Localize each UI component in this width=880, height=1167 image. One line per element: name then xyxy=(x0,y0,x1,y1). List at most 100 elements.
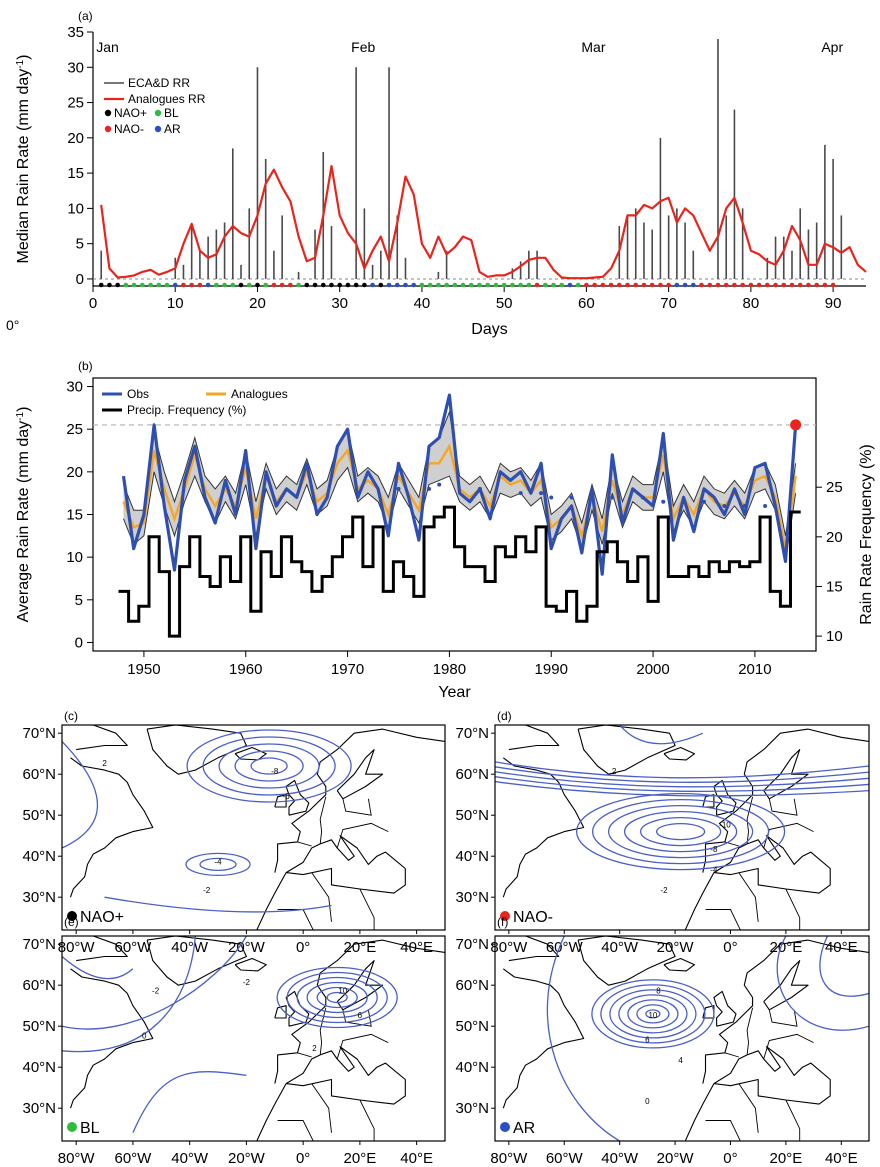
regime-dot xyxy=(452,282,458,288)
regime-dot xyxy=(707,282,713,288)
regime-dot xyxy=(312,282,318,288)
lat-label: 50°N xyxy=(455,807,489,824)
contour-line xyxy=(619,725,704,745)
contour-label: -4 xyxy=(710,866,718,875)
lat-label: 30°N xyxy=(22,1100,56,1117)
contour-line xyxy=(495,771,869,788)
contour-line xyxy=(607,804,754,859)
regime-dot xyxy=(575,282,581,288)
panel-a-ytick-label: 10 xyxy=(67,200,84,217)
analogue-rr-line xyxy=(100,165,867,280)
contour-line xyxy=(186,729,352,803)
contour-line xyxy=(185,852,251,877)
panel-b-xlabel: Year xyxy=(438,684,471,701)
coastline xyxy=(234,957,267,972)
panel-a-ylabel-main: Median Rain Rate (mm day xyxy=(15,69,32,264)
coastline xyxy=(146,936,247,986)
contour-line xyxy=(62,956,134,980)
panel-a-ytick-label: 35 xyxy=(67,24,84,41)
obs-trend-dot xyxy=(722,503,727,508)
contour-line xyxy=(316,986,358,1009)
regime-dot xyxy=(222,282,227,288)
coastline xyxy=(502,968,585,1109)
contour-label: 4 xyxy=(678,1056,683,1065)
panel-a-xtick-label: 90 xyxy=(825,295,842,312)
map-frame xyxy=(61,724,446,931)
panel-b-ytick-label: 5 xyxy=(75,592,83,609)
obs-trend-dot xyxy=(549,495,554,500)
lon-label: 80°W xyxy=(490,1150,528,1167)
regime-dot xyxy=(723,282,729,288)
panel-b: (b) 0 5 10 15 20 25 30 10 15 20 25 1950 1960 1970 1980 1… xyxy=(15,359,876,701)
panel-a-xtick-label: 0 xyxy=(89,295,97,312)
regime-dot xyxy=(296,282,301,288)
coastline xyxy=(502,757,585,898)
map-frame xyxy=(61,935,446,1142)
contour-label: 8 xyxy=(656,986,661,995)
legend-analogue-label: Analogues RR xyxy=(128,92,206,106)
coastline xyxy=(713,835,831,894)
obs-trend-dot xyxy=(396,486,401,491)
coastline xyxy=(763,960,809,1011)
obs-trend-dot xyxy=(518,491,523,496)
regime-dot xyxy=(419,282,425,288)
coastline xyxy=(274,1005,287,1019)
contour-line xyxy=(591,798,770,865)
lat-label: 40°N xyxy=(22,848,56,865)
obs-trend-dot xyxy=(661,499,666,504)
lon-label: 20°E xyxy=(770,939,803,956)
map-letter: (f) xyxy=(497,915,508,929)
country-border xyxy=(297,841,312,847)
contour-label: -2 xyxy=(203,886,211,895)
lat-label: 70°N xyxy=(22,936,56,953)
precip-frequency-step xyxy=(118,505,801,638)
month-label: Jan xyxy=(96,39,119,55)
panel-a-ytick-label: 0 xyxy=(76,271,84,288)
regime-dot xyxy=(353,282,359,288)
country-border xyxy=(342,1009,372,1027)
panel-b-ytick-label: 10 xyxy=(66,549,83,566)
regime-dot xyxy=(172,282,178,288)
panel-b-y2tick-label: 15 xyxy=(826,578,843,595)
obs-trend-dot xyxy=(763,503,768,508)
country-border xyxy=(738,872,759,922)
lon-label: 40°W xyxy=(601,939,639,956)
regime-label: NAO- xyxy=(513,909,553,926)
regime-dot xyxy=(633,282,639,288)
lon-label: 20°W xyxy=(657,939,695,956)
country-border xyxy=(311,872,332,922)
contour-label: -2 xyxy=(152,986,160,995)
panel-b-y2tick-label: 25 xyxy=(826,479,843,496)
lon-label: 40°W xyxy=(601,1150,639,1167)
lon-label: 0° xyxy=(723,1150,737,1167)
regime-dot xyxy=(329,282,334,288)
panel-a-xlabel: Days xyxy=(471,321,507,338)
coastline xyxy=(702,939,869,1084)
country-border xyxy=(311,1083,332,1133)
contour-line xyxy=(591,979,715,1049)
regime-marker-dot xyxy=(67,1122,77,1132)
panel-a-ytick-label: 25 xyxy=(67,95,84,112)
regime-dot xyxy=(460,282,466,288)
panel-a-xtick-label: 10 xyxy=(167,295,184,312)
country-border xyxy=(763,822,814,849)
map-content: -8 -6 -4 -2 2 xyxy=(62,725,445,930)
regime-dot xyxy=(748,282,754,288)
coastline xyxy=(508,725,560,751)
obs-trend-dot xyxy=(681,499,686,504)
month-label: Mar xyxy=(581,39,605,55)
regime-dot xyxy=(625,282,630,288)
panel-b-y2label: Rain Rate Frequency (%) xyxy=(858,444,875,625)
regime-dot xyxy=(304,282,310,288)
regime-dot xyxy=(493,282,499,288)
regime-dot xyxy=(756,282,762,288)
obs-trend-dot xyxy=(589,491,594,496)
regime-dot xyxy=(691,282,696,288)
contour-line xyxy=(62,936,247,1030)
regime-dot xyxy=(378,282,384,288)
country-border xyxy=(746,1007,754,1055)
legend-regime-label: BL xyxy=(164,106,179,120)
regime-dot xyxy=(131,282,137,288)
map-panel-ar: (f) 10 8 6 4 0 70°N 60°N 50°N 40°N 30°N 80°W 60°W 40°… xyxy=(455,915,870,1167)
legend-regime-dot xyxy=(154,109,162,117)
